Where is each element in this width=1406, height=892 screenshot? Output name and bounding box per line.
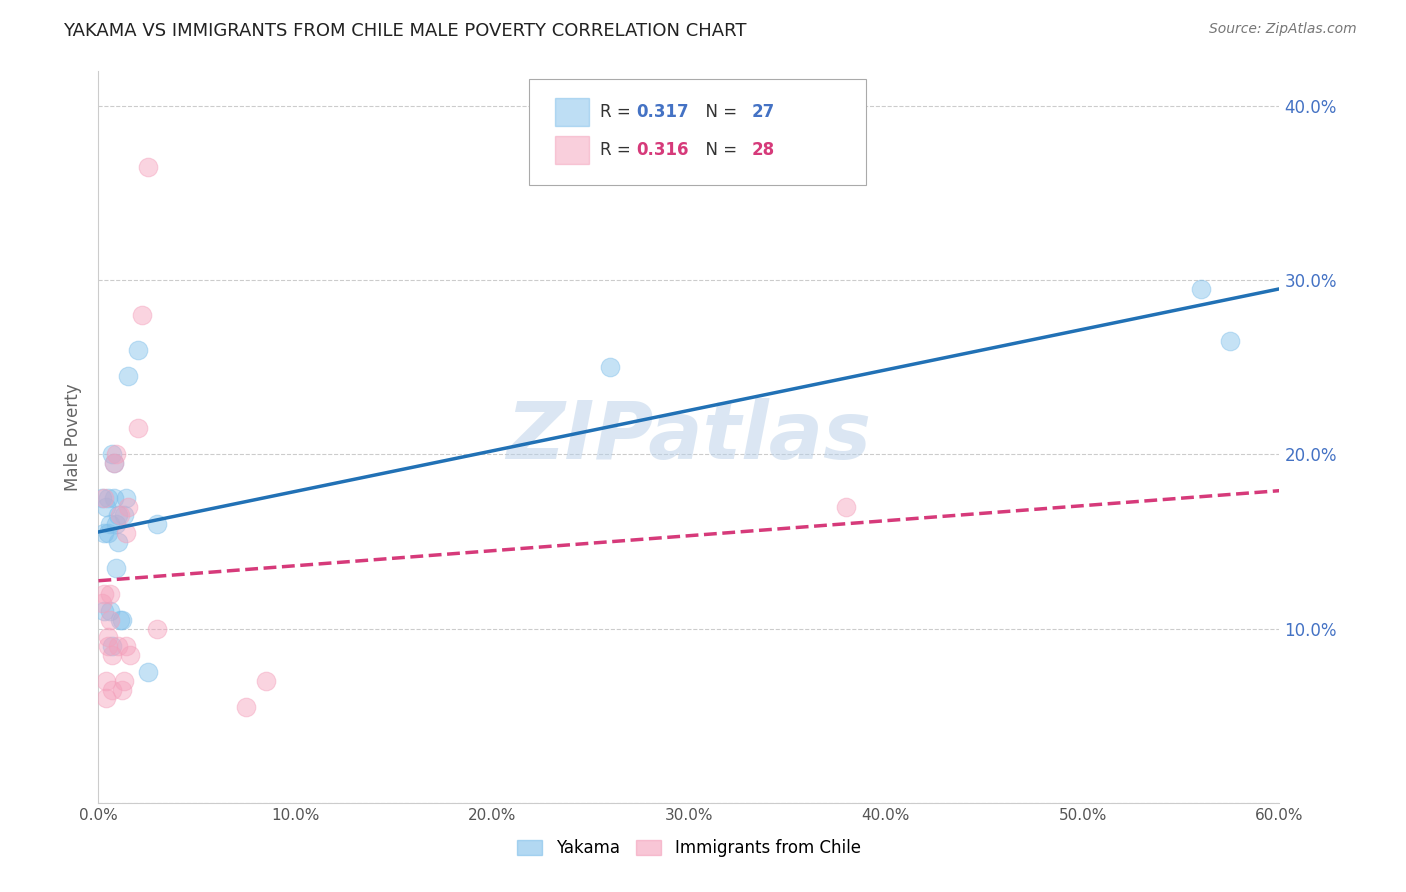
FancyBboxPatch shape <box>530 78 866 185</box>
Point <box>115 491 138 505</box>
Point <box>127 421 149 435</box>
Point <box>112 673 135 688</box>
Point <box>91 491 114 505</box>
Text: YAKAMA VS IMMIGRANTS FROM CHILE MALE POVERTY CORRELATION CHART: YAKAMA VS IMMIGRANTS FROM CHILE MALE POV… <box>63 22 747 40</box>
Point <box>96 500 118 514</box>
FancyBboxPatch shape <box>555 136 589 164</box>
Point <box>107 639 129 653</box>
Text: 28: 28 <box>752 141 775 160</box>
Point <box>101 639 124 653</box>
Text: R =: R = <box>600 141 637 160</box>
Legend: Yakama, Immigrants from Chile: Yakama, Immigrants from Chile <box>510 832 868 864</box>
Text: R =: R = <box>600 103 637 121</box>
Text: Source: ZipAtlas.com: Source: ZipAtlas.com <box>1209 22 1357 37</box>
Point <box>96 691 118 706</box>
Point <box>599 360 621 375</box>
Point <box>115 525 138 540</box>
Point <box>127 343 149 357</box>
Point <box>101 448 124 462</box>
Point <box>105 560 128 574</box>
Point <box>111 613 134 627</box>
Point <box>254 673 277 688</box>
Point <box>146 517 169 532</box>
Point <box>101 648 124 662</box>
Point <box>146 622 169 636</box>
Point <box>98 604 121 618</box>
Point <box>97 491 120 505</box>
Text: N =: N = <box>695 103 742 121</box>
Point <box>103 456 125 470</box>
Point <box>117 500 139 514</box>
Text: 0.316: 0.316 <box>636 141 689 160</box>
Point <box>96 673 118 688</box>
Point <box>93 587 115 601</box>
Point <box>91 595 114 609</box>
Point <box>118 648 141 662</box>
Point <box>97 639 120 653</box>
Point <box>105 517 128 532</box>
Point <box>111 682 134 697</box>
Point <box>131 308 153 322</box>
Point <box>103 491 125 505</box>
Text: N =: N = <box>695 141 742 160</box>
Point <box>117 369 139 384</box>
Text: 27: 27 <box>752 103 775 121</box>
FancyBboxPatch shape <box>555 98 589 126</box>
Text: ZIPatlas: ZIPatlas <box>506 398 872 476</box>
Point <box>107 534 129 549</box>
Point <box>136 665 159 680</box>
Point <box>105 448 128 462</box>
Y-axis label: Male Poverty: Male Poverty <box>65 384 83 491</box>
Point <box>235 700 257 714</box>
Text: 0.317: 0.317 <box>636 103 689 121</box>
Point <box>1189 282 1212 296</box>
Point <box>93 491 115 505</box>
Point <box>108 508 131 523</box>
Point <box>98 517 121 532</box>
Point <box>103 456 125 470</box>
Point <box>97 631 120 645</box>
Point <box>1219 334 1241 349</box>
Point <box>97 525 120 540</box>
Point <box>108 613 131 627</box>
Point <box>107 508 129 523</box>
Point <box>835 500 858 514</box>
Point <box>115 639 138 653</box>
Point <box>98 587 121 601</box>
Point <box>93 525 115 540</box>
Point <box>112 508 135 523</box>
Point <box>101 682 124 697</box>
Point <box>93 604 115 618</box>
Point <box>98 613 121 627</box>
Point <box>136 160 159 174</box>
